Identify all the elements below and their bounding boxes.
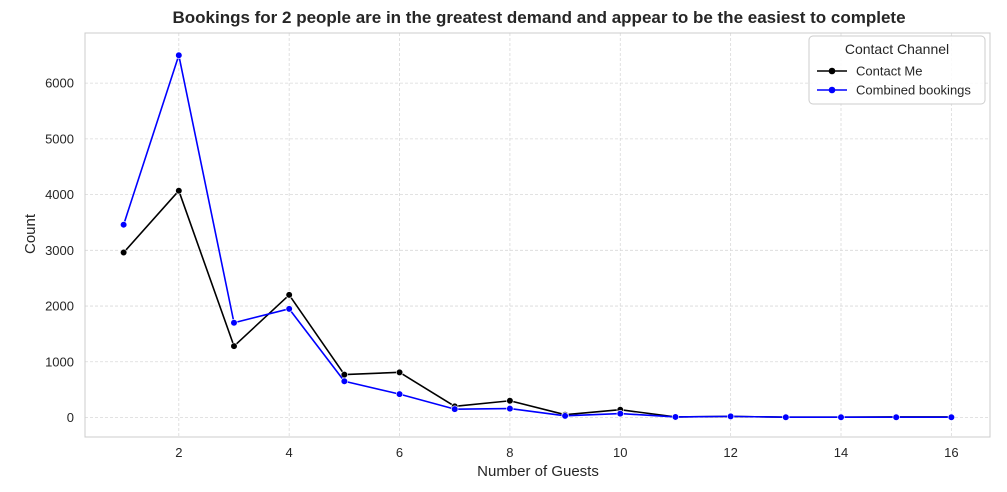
data-point <box>285 291 293 299</box>
data-point <box>285 305 293 313</box>
x-tick-label: 2 <box>175 445 182 460</box>
series-layer <box>120 51 955 421</box>
data-point <box>947 413 955 421</box>
data-point <box>230 319 238 327</box>
legend-label: Contact Me <box>856 64 922 79</box>
data-point <box>506 404 514 413</box>
data-point <box>727 412 735 420</box>
data-point <box>671 413 680 421</box>
data-point <box>120 248 128 257</box>
data-point <box>175 51 183 59</box>
x-tick-label: 10 <box>613 445 627 460</box>
x-tick-label: 16 <box>944 445 958 460</box>
legend-box <box>808 35 986 105</box>
series-line <box>122 54 952 419</box>
x-tick-label: 8 <box>506 445 513 460</box>
x-tick-label: 12 <box>723 445 737 460</box>
y-axis-label: Count <box>22 213 39 254</box>
grid <box>85 33 990 437</box>
data-point <box>892 413 900 421</box>
plot-area <box>84 32 991 438</box>
legend: Contact Channel Contact Me Combined booki… <box>808 35 986 105</box>
y-tick-label: 2000 <box>45 299 74 314</box>
data-point <box>561 412 569 420</box>
legend-marker <box>828 86 836 94</box>
legend-label: Combined bookings <box>856 83 971 98</box>
legend-marker <box>828 67 836 75</box>
y-tick-label: 1000 <box>45 354 74 369</box>
chart-title: Bookings for 2 people are in the greates… <box>172 8 905 27</box>
data-point <box>340 370 348 379</box>
legend-items: Contact Me Combined bookings <box>817 64 971 98</box>
x-tick-label: 4 <box>286 445 293 460</box>
series-line <box>123 189 952 419</box>
data-point <box>451 405 459 413</box>
x-tick-label: 14 <box>834 445 848 460</box>
y-tick-label: 3000 <box>45 243 74 258</box>
y-tick-label: 6000 <box>45 76 74 91</box>
data-point <box>395 390 404 398</box>
data-point <box>120 221 128 229</box>
data-point <box>506 397 514 405</box>
x-axis-label: Number of Guests <box>477 463 599 480</box>
legend-title: Contact Channel <box>845 41 949 57</box>
x-axis: 2 4 6 8 10 12 14 16 <box>175 445 958 460</box>
x-tick-label: 6 <box>396 445 403 460</box>
data-point <box>230 342 238 350</box>
data-point <box>782 413 790 421</box>
series-1 <box>120 187 955 421</box>
data-point <box>340 377 348 385</box>
data-point <box>837 413 845 421</box>
y-tick-label: 5000 <box>45 131 74 146</box>
y-tick-label: 4000 <box>45 187 74 202</box>
data-point <box>395 368 404 376</box>
data-point <box>175 187 183 195</box>
y-axis: 0 1000 2000 3000 4000 5000 6000 <box>45 76 74 425</box>
series-2 <box>120 51 955 421</box>
data-point <box>616 409 624 418</box>
y-tick-label: 0 <box>67 410 74 425</box>
